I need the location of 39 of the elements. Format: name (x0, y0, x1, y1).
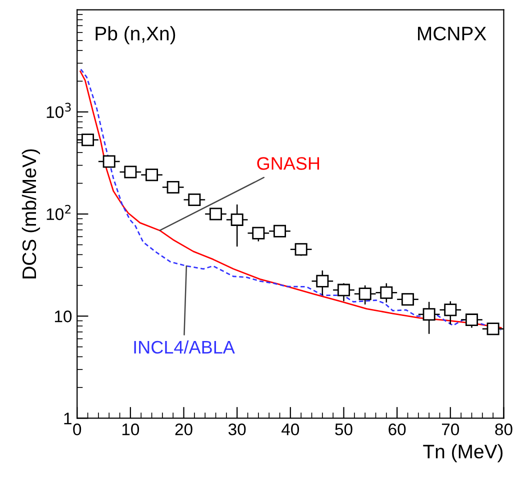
point (273, 224, 286, 238)
x-tick-label: 50 (335, 424, 352, 436)
y-axis-title: DCS (mb/MeV) (22, 149, 40, 278)
point (486, 322, 500, 336)
annotation: Pb (n,Xn) (96, 26, 176, 44)
point (124, 166, 137, 178)
x-tick-label: 40 (282, 424, 300, 436)
point (146, 168, 158, 182)
x-tick-label: 0 (73, 424, 82, 436)
point (166, 180, 180, 194)
y-tick-label: 10$^{3}$ (46, 102, 71, 118)
text: GNASH (257, 157, 320, 170)
point (230, 213, 244, 226)
point (358, 288, 372, 300)
point (188, 193, 201, 206)
x-tick-label: 30 (228, 424, 246, 436)
point (422, 308, 436, 321)
point (465, 314, 478, 326)
point (316, 274, 329, 288)
text: INCL4/ABLA (134, 340, 235, 354)
point (102, 155, 116, 168)
x-axis-title: Tn (MeV) (423, 444, 503, 462)
y-tick-label: 1 (64, 412, 72, 424)
point (401, 293, 414, 306)
annotation: MCNPX (418, 26, 486, 40)
point (337, 284, 350, 296)
x-tick-label: 20 (175, 424, 192, 436)
point (444, 304, 457, 316)
x-tick-label: 80 (495, 424, 512, 436)
x-tick-label: 10 (122, 424, 140, 436)
x-tick-label: 70 (442, 424, 460, 436)
point (82, 134, 94, 146)
point (380, 286, 393, 299)
point (252, 226, 265, 240)
point (210, 208, 222, 220)
y-tick-label: 10$^{2}$ (46, 204, 71, 220)
y-tick-label: 10 (54, 310, 72, 322)
point (294, 243, 308, 256)
x-tick-label: 60 (388, 424, 406, 436)
